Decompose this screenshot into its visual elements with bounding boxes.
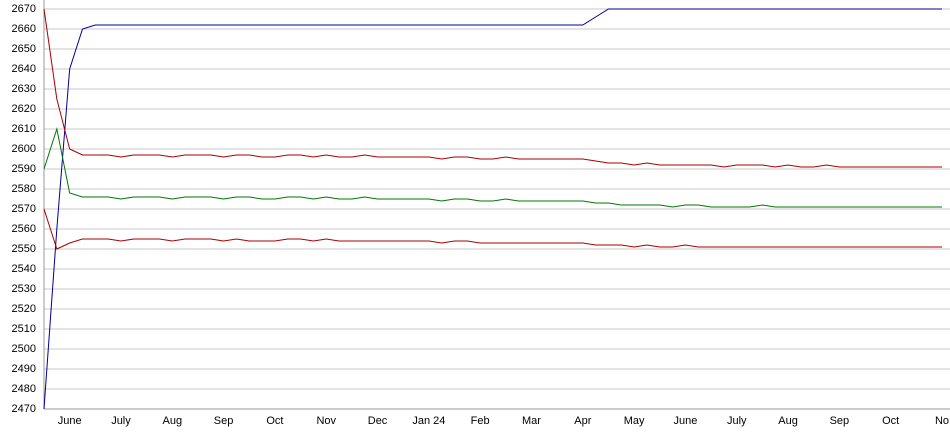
x-tick-label: July — [111, 415, 131, 427]
y-tick-label: 2470 — [12, 403, 36, 415]
x-tick-label: Sep — [214, 415, 234, 427]
x-tick-label: Oct — [882, 415, 899, 427]
y-tick-label: 2610 — [12, 123, 36, 135]
y-tick-label: 2630 — [12, 83, 36, 95]
y-tick-label: 2620 — [12, 103, 36, 115]
y-tick-label: 2500 — [12, 343, 36, 355]
x-tick-label: Dec — [368, 415, 388, 427]
x-tick-label: June — [58, 415, 82, 427]
x-tick-label: Oct — [266, 415, 283, 427]
series-line — [43, 8, 942, 168]
x-tick-label: Aug — [162, 415, 182, 427]
y-tick-label: 2520 — [12, 303, 36, 315]
x-tick-label: Jan 24 — [412, 415, 445, 427]
y-tick-label: 2480 — [12, 383, 36, 395]
y-tick-label: 2550 — [12, 243, 36, 255]
y-tick-label: 2510 — [12, 323, 36, 335]
x-tick-label: Apr — [574, 415, 591, 427]
series-line — [43, 208, 942, 250]
y-tick-label: 2540 — [12, 263, 36, 275]
y-tick-label: 2560 — [12, 223, 36, 235]
y-tick-label: 2650 — [12, 43, 36, 55]
y-tick-label: 2580 — [12, 183, 36, 195]
y-tick-label: 2490 — [12, 363, 36, 375]
x-tick-label: Feb — [471, 415, 490, 427]
x-tick-label: Aug — [778, 415, 798, 427]
y-tick-label: 2600 — [12, 143, 36, 155]
y-tick-label: 2640 — [12, 63, 36, 75]
x-tick-label: Mar — [522, 415, 541, 427]
x-tick-label: May — [624, 415, 645, 427]
y-tick-label: 2670 — [12, 3, 36, 15]
x-tick-label: No — [935, 415, 949, 427]
x-tick-label: June — [673, 415, 697, 427]
y-tick-label: 2570 — [12, 203, 36, 215]
y-tick-label: 2530 — [12, 283, 36, 295]
x-tick-label: July — [727, 415, 747, 427]
x-tick-label: Sep — [830, 415, 850, 427]
y-tick-label: 2660 — [12, 23, 36, 35]
x-tick-label: Nov — [316, 415, 336, 427]
y-tick-label: 2590 — [12, 163, 36, 175]
series-line — [43, 127, 942, 208]
series-line — [43, 8, 942, 410]
